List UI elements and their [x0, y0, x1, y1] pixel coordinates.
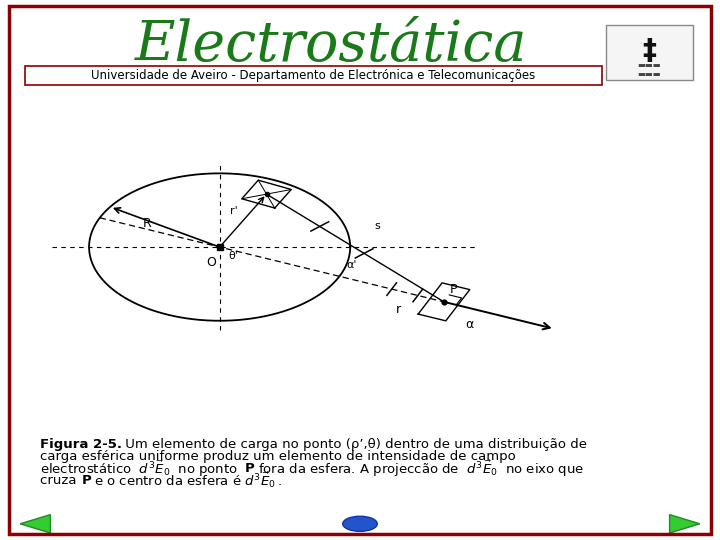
Text: e o centro da esfera é $d^3\vec{E}_0$ .: e o centro da esfera é $d^3\vec{E}_0$ .	[90, 471, 282, 490]
Text: ▬▬▬: ▬▬▬	[638, 62, 661, 70]
Text: Um elemento de carga no ponto (ρ’,θ) dentro de uma distribuição de: Um elemento de carga no ponto (ρ’,θ) den…	[121, 438, 587, 451]
Text: P: P	[81, 474, 91, 487]
Text: O: O	[206, 255, 216, 269]
Text: ‡: ‡	[642, 37, 657, 65]
Text: s: s	[375, 221, 381, 231]
Text: R: R	[143, 217, 151, 230]
FancyBboxPatch shape	[606, 25, 693, 80]
Text: α': α'	[346, 260, 357, 270]
Ellipse shape	[343, 516, 377, 531]
Text: cruza: cruza	[40, 474, 81, 487]
Text: Figura 2-5.: Figura 2-5.	[40, 438, 122, 451]
Text: r': r'	[230, 206, 238, 217]
FancyBboxPatch shape	[25, 66, 602, 85]
Polygon shape	[670, 515, 700, 533]
Text: fora da esfera. A projeccão de  $d^3\vec{E}_0$  no eixo que: fora da esfera. A projeccão de $d^3\vec{…	[254, 458, 585, 479]
Text: electrostático  $d^3\vec{E}_0$  no ponto: electrostático $d^3\vec{E}_0$ no ponto	[40, 458, 238, 479]
Polygon shape	[20, 515, 50, 533]
Text: α: α	[466, 318, 474, 331]
Text: θ': θ'	[228, 252, 238, 261]
Text: r: r	[396, 302, 401, 315]
Text: Universidade de Aveiro - Departamento de Electrónica e Telecomunicações: Universidade de Aveiro - Departamento de…	[91, 69, 536, 82]
Text: carga esférica uniforme produz um elemento de intensidade de campo: carga esférica uniforme produz um elemen…	[40, 450, 516, 463]
Text: ▬▬▬: ▬▬▬	[638, 70, 661, 79]
Text: Electrostática: Electrostática	[135, 18, 528, 73]
Text: P: P	[450, 284, 457, 296]
Text: P: P	[245, 462, 255, 475]
